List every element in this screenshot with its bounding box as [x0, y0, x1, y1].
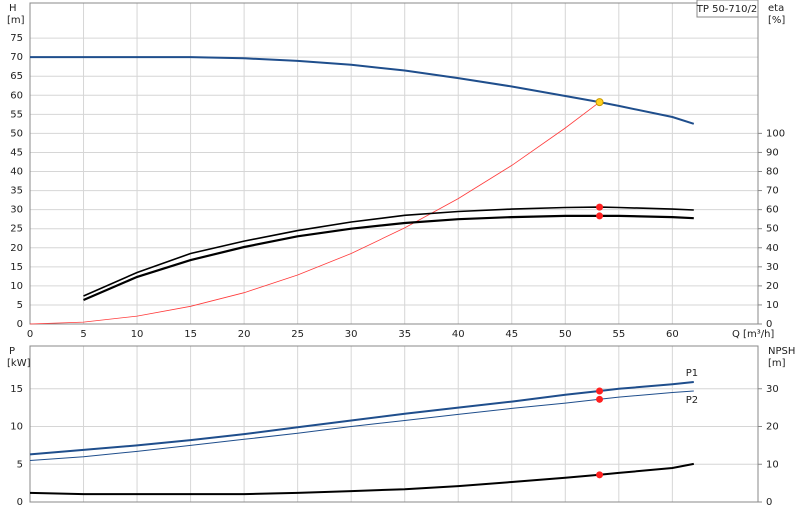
y2-axis-unit: [m] — [768, 358, 786, 369]
y-tick-label: 75 — [10, 33, 23, 44]
y-tick-label: 25 — [10, 224, 23, 235]
x-tick-label: 40 — [452, 329, 465, 340]
title-box — [696, 0, 759, 18]
x-tick-label: 15 — [184, 329, 197, 340]
plot-frame — [29, 345, 759, 503]
y-tick-label: 30 — [10, 205, 23, 216]
y2-axis-unit: [%] — [768, 15, 785, 26]
x-tick-label: 45 — [505, 329, 518, 340]
x-tick-label: 5 — [80, 329, 86, 340]
curve — [29, 462, 694, 496]
x-tick-label: 55 — [612, 329, 625, 340]
operating-point — [596, 471, 604, 479]
y2-tick-label: 10 — [766, 300, 779, 311]
curve — [29, 390, 694, 461]
y2-tick-label: 0 — [766, 319, 772, 330]
y2-tick-label: 10 — [766, 459, 779, 470]
y-axis-unit: [kW] — [7, 358, 31, 369]
y2-axis-label: NPSH — [768, 346, 795, 357]
y2-tick-label: 50 — [766, 224, 779, 235]
plot-frame — [29, 2, 759, 325]
y-axis-label: P — [9, 346, 15, 357]
x-tick-label: 20 — [238, 329, 251, 340]
curve — [83, 214, 694, 302]
y-tick-label: 60 — [10, 90, 23, 101]
y-tick-label: 0 — [17, 497, 23, 508]
plot-frame — [29, 345, 759, 503]
y2-tick-label: 30 — [766, 262, 779, 273]
curve — [29, 381, 694, 456]
y2-tick-label: 20 — [766, 281, 779, 292]
chart-title: TP 50-710/2 — [696, 4, 757, 15]
y2-tick-label: 70 — [766, 186, 779, 197]
y2-tick-label: 30 — [766, 384, 779, 395]
y2-tick-label: 20 — [766, 422, 779, 433]
y2-tick-label: 40 — [766, 243, 779, 254]
y-tick-label: 5 — [17, 300, 23, 311]
operating-point — [596, 212, 604, 220]
curve — [83, 206, 694, 297]
y-axis-unit: [m] — [7, 15, 25, 26]
y2-tick-label: 90 — [766, 147, 779, 158]
x-tick-label: 60 — [666, 329, 679, 340]
curve-label: P2 — [686, 395, 698, 406]
x-tick-label: 10 — [131, 329, 144, 340]
operating-point — [596, 395, 604, 403]
y-tick-label: 10 — [10, 422, 23, 433]
y-tick-label: 65 — [10, 71, 23, 82]
y-tick-label: 70 — [10, 52, 23, 63]
operating-point — [595, 98, 604, 107]
y-tick-label: 55 — [10, 109, 23, 120]
y-axis-label: H — [9, 3, 17, 14]
y2-tick-label: 80 — [766, 167, 779, 178]
operating-point — [596, 387, 604, 395]
y2-tick-label: 0 — [766, 497, 772, 508]
y-tick-label: 15 — [10, 384, 23, 395]
y-tick-label: 45 — [10, 147, 23, 158]
x-tick-label: 30 — [345, 329, 358, 340]
y-tick-label: 40 — [10, 167, 23, 178]
x-tick-label: 50 — [559, 329, 572, 340]
curve — [30, 56, 695, 125]
x-axis-label: Q [m³/h] — [732, 329, 774, 340]
curve — [29, 101, 600, 325]
x-tick-label: 25 — [291, 329, 304, 340]
y-tick-label: 5 — [17, 459, 23, 470]
operating-point — [596, 203, 604, 211]
x-tick-label: 0 — [27, 329, 33, 340]
y-tick-label: 15 — [10, 262, 23, 273]
y-tick-label: 0 — [17, 319, 23, 330]
x-tick-label: 35 — [398, 329, 411, 340]
y2-tick-label: 100 — [766, 128, 785, 139]
y-tick-label: 50 — [10, 128, 23, 139]
y-tick-label: 10 — [10, 281, 23, 292]
curve-label: P1 — [686, 368, 698, 379]
y-tick-label: 35 — [10, 186, 23, 197]
y-tick-label: 20 — [10, 243, 23, 254]
y2-tick-label: 60 — [766, 205, 779, 216]
y2-axis-label: eta — [768, 3, 784, 14]
